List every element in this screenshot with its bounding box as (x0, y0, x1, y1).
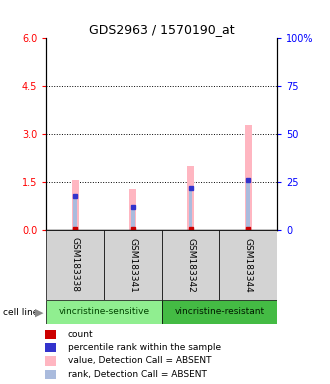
Text: vincristine-resistant: vincristine-resistant (174, 308, 265, 316)
Bar (247, 180, 250, 230)
Text: percentile rank within the sample: percentile rank within the sample (68, 343, 221, 352)
Bar (73, 196, 77, 230)
Bar (45, 356, 56, 366)
Bar (46, 300, 162, 324)
Bar (189, 188, 192, 230)
Text: GSM183341: GSM183341 (128, 238, 137, 292)
Bar (187, 166, 194, 230)
Bar (219, 230, 277, 300)
Text: vincristine-sensitive: vincristine-sensitive (58, 308, 149, 316)
Bar (45, 369, 56, 379)
Bar (245, 125, 252, 230)
Text: cell line: cell line (3, 308, 39, 318)
Bar (131, 207, 135, 230)
Bar (104, 230, 162, 300)
Text: ▶: ▶ (35, 308, 43, 318)
Text: rank, Detection Call = ABSENT: rank, Detection Call = ABSENT (68, 370, 207, 379)
Bar (46, 230, 104, 300)
Text: GSM183342: GSM183342 (186, 238, 195, 292)
Bar (162, 230, 219, 300)
Bar (162, 300, 277, 324)
Bar (45, 343, 56, 353)
Text: GSM183344: GSM183344 (244, 238, 253, 292)
Bar (45, 330, 56, 339)
Bar (129, 189, 136, 230)
Text: GSM183338: GSM183338 (71, 237, 80, 293)
Text: value, Detection Call = ABSENT: value, Detection Call = ABSENT (68, 356, 211, 366)
Title: GDS2963 / 1570190_at: GDS2963 / 1570190_at (89, 23, 235, 36)
Text: count: count (68, 330, 93, 339)
Bar (72, 180, 79, 230)
